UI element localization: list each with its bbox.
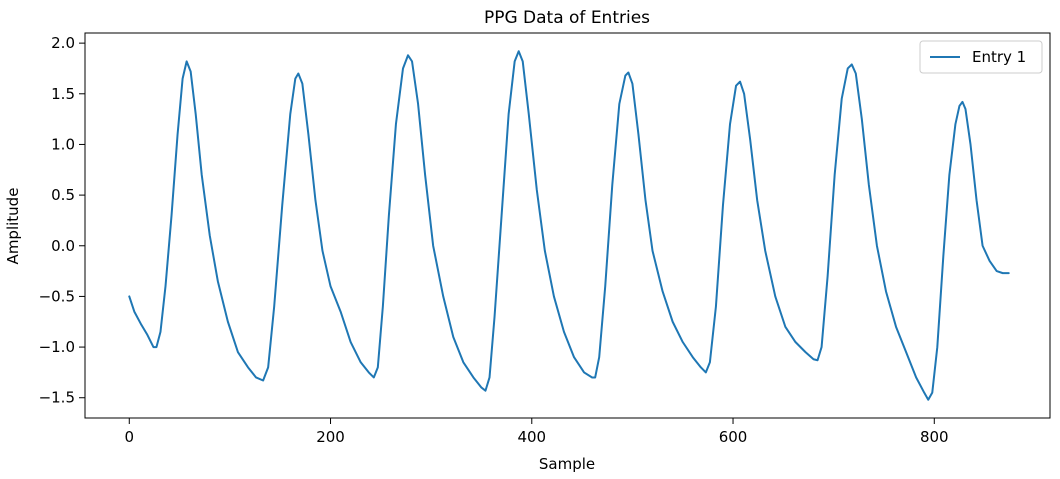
x-tick-label: 200 — [316, 428, 345, 446]
y-tick-label: 0.0 — [51, 237, 75, 255]
series-line-entry-1 — [128, 50, 1010, 401]
x-tick-label: 600 — [719, 428, 748, 446]
plot-area — [84, 32, 1051, 419]
legend-label: Entry 1 — [972, 48, 1026, 66]
axes-frame — [84, 32, 1051, 419]
y-tick-label: 2.0 — [51, 34, 75, 52]
y-axis-label: Amplitude — [4, 188, 22, 265]
x-tick-label: 800 — [920, 428, 949, 446]
y-tick-label: −1.5 — [39, 389, 75, 407]
y-tick-label: 1.0 — [51, 135, 75, 153]
legend-box — [919, 40, 1043, 74]
legend: Entry 1 — [919, 40, 1043, 74]
x-tick-label: 0 — [125, 428, 135, 446]
chart-title: PPG Data of Entries — [484, 8, 650, 28]
y-tick-label: 1.5 — [51, 85, 75, 103]
y-tick-label: 0.5 — [51, 186, 75, 204]
x-axis-label: Sample — [539, 455, 595, 473]
x-axis-ticks: 0 200 400 600 800 — [125, 418, 949, 446]
x-tick-label: 400 — [517, 428, 546, 446]
y-axis-ticks: −1.5 −1.0 −0.5 0.0 0.5 1.0 1.5 2.0 — [39, 34, 85, 407]
y-tick-label: −1.0 — [39, 338, 75, 356]
y-tick-label: −0.5 — [39, 287, 75, 305]
